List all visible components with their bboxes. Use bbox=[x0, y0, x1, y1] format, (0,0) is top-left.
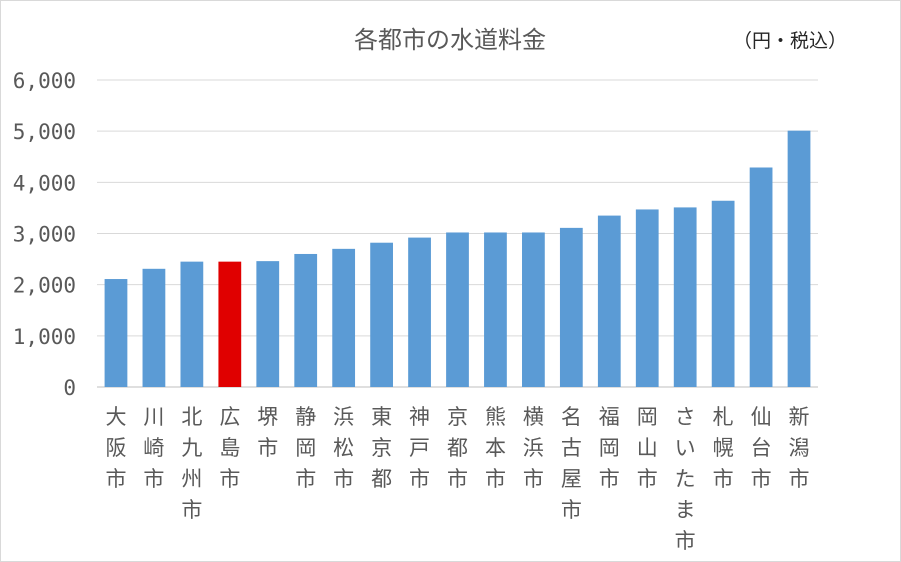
x-tick-label: 東京都 bbox=[371, 405, 392, 491]
x-tick-label: 大阪市 bbox=[105, 405, 126, 491]
bar-14 bbox=[635, 209, 659, 387]
bar-4 bbox=[256, 261, 280, 387]
bar-17 bbox=[749, 167, 773, 387]
x-tick-label: 堺市 bbox=[257, 405, 278, 460]
x-tick-label: 福岡市 bbox=[599, 405, 620, 491]
x-tick-label: 北九州市 bbox=[181, 405, 202, 522]
bar-5 bbox=[294, 253, 318, 387]
x-tick-label: 名古屋市 bbox=[561, 405, 582, 522]
x-tick-label: 横浜市 bbox=[523, 405, 544, 491]
x-tick-label: 仙台市 bbox=[751, 405, 772, 491]
y-tick-label: 6,000 bbox=[13, 69, 76, 93]
bar-12 bbox=[559, 227, 583, 387]
y-tick-label: 1,000 bbox=[13, 325, 76, 349]
x-tick-label: 岡山市 bbox=[637, 405, 658, 491]
bar-11 bbox=[522, 232, 545, 387]
bar-0 bbox=[104, 279, 128, 387]
bar-8 bbox=[408, 237, 431, 387]
bar-10 bbox=[484, 232, 507, 387]
bar-15 bbox=[673, 207, 697, 387]
y-tick-label: 4,000 bbox=[13, 171, 76, 195]
bar-2 bbox=[180, 261, 204, 387]
x-tick-label: 川崎市 bbox=[143, 405, 164, 491]
chart-title: 各都市の水道料金 bbox=[354, 26, 546, 54]
x-tick-label: 札幌市 bbox=[713, 405, 734, 491]
bar-9 bbox=[446, 232, 469, 387]
bar-18 bbox=[787, 130, 811, 387]
bar-16 bbox=[711, 200, 735, 387]
x-tick-label: さいたま市 bbox=[675, 405, 696, 553]
x-tick-label: 神戸市 bbox=[409, 405, 430, 491]
bar-13 bbox=[597, 215, 621, 387]
y-tick-label: 0 bbox=[63, 376, 76, 400]
x-tick-label: 静岡市 bbox=[295, 405, 316, 491]
bar-3 bbox=[218, 261, 242, 387]
y-tick-label: 5,000 bbox=[13, 120, 76, 144]
x-tick-label: 新潟市 bbox=[789, 405, 810, 491]
bar-7 bbox=[370, 242, 393, 387]
bar-6 bbox=[332, 248, 356, 387]
x-tick-label: 京都市 bbox=[447, 405, 468, 491]
bars bbox=[104, 130, 811, 387]
bar-1 bbox=[142, 268, 166, 387]
y-tick-label: 2,000 bbox=[13, 274, 76, 298]
unit-label: （円・税込） bbox=[732, 30, 847, 52]
y-tick-label: 3,000 bbox=[13, 223, 76, 247]
x-tick-label: 熊本市 bbox=[485, 405, 506, 491]
x-tick-label: 広島市 bbox=[219, 405, 240, 491]
y-axis-ticks: 0 1,000 2,000 3,000 4,000 5,000 6,000 bbox=[13, 69, 76, 400]
x-tick-label: 浜松市 bbox=[333, 405, 354, 491]
x-axis-labels: 大阪市川崎市北九州市広島市堺市静岡市浜松市東京都神戸市京都市熊本市横浜市名古屋市… bbox=[105, 405, 809, 553]
